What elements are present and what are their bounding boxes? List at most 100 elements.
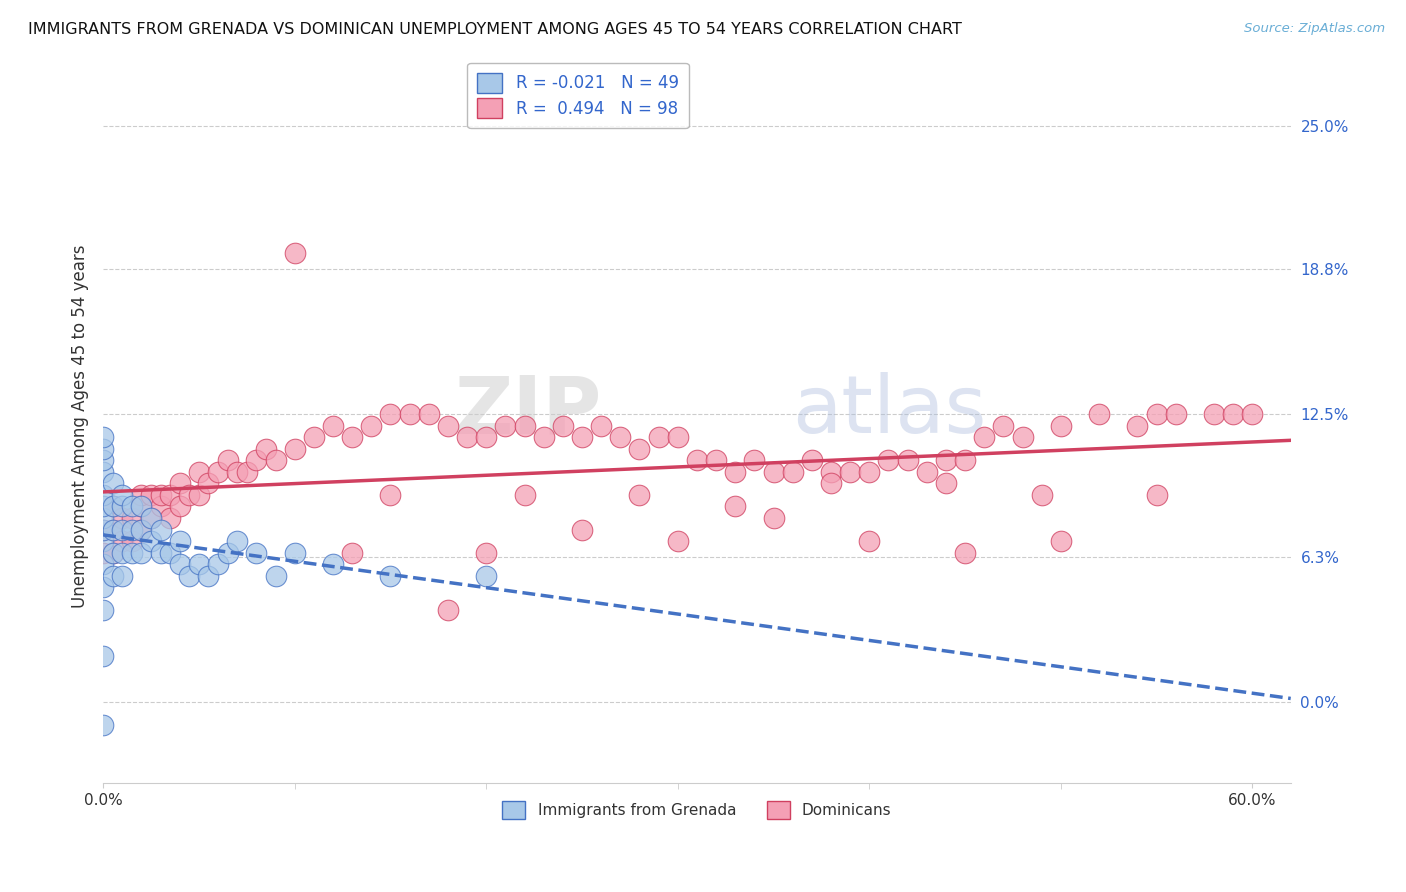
Point — [591, 418, 613, 433]
Point — [897, 453, 920, 467]
Point — [533, 430, 555, 444]
Point — [169, 500, 191, 514]
Point — [169, 534, 191, 549]
Point — [111, 568, 134, 582]
Point — [207, 465, 229, 479]
Point — [475, 545, 498, 559]
Point — [475, 430, 498, 444]
Point — [179, 568, 201, 582]
Point — [217, 453, 239, 467]
Point — [149, 545, 172, 559]
Point — [820, 476, 842, 491]
Point — [91, 545, 114, 559]
Point — [551, 418, 574, 433]
Point — [91, 718, 114, 732]
Point — [91, 453, 114, 467]
Point — [782, 465, 804, 479]
Point — [628, 488, 651, 502]
Point — [101, 500, 124, 514]
Point — [284, 246, 307, 260]
Point — [302, 430, 325, 444]
Y-axis label: Unemployment Among Ages 45 to 54 years: Unemployment Among Ages 45 to 54 years — [72, 244, 89, 607]
Point — [437, 603, 460, 617]
Point — [131, 500, 153, 514]
Point — [513, 418, 536, 433]
Point — [1146, 407, 1168, 421]
Point — [609, 430, 631, 444]
Point — [858, 534, 880, 549]
Point — [91, 511, 114, 525]
Point — [1088, 407, 1111, 421]
Point — [91, 557, 114, 571]
Point — [322, 418, 344, 433]
Point — [724, 465, 747, 479]
Point — [179, 488, 201, 502]
Point — [187, 465, 209, 479]
Point — [704, 453, 727, 467]
Point — [159, 511, 181, 525]
Point — [131, 500, 153, 514]
Point — [993, 418, 1015, 433]
Point — [101, 500, 124, 514]
Point — [340, 430, 363, 444]
Point — [762, 465, 785, 479]
Point — [101, 523, 124, 537]
Point — [953, 545, 976, 559]
Point — [91, 534, 114, 549]
Point — [207, 557, 229, 571]
Point — [91, 603, 114, 617]
Point — [245, 545, 267, 559]
Point — [101, 545, 124, 559]
Point — [877, 453, 900, 467]
Point — [121, 534, 143, 549]
Point — [322, 557, 344, 571]
Point — [953, 453, 976, 467]
Point — [91, 488, 114, 502]
Point — [380, 488, 402, 502]
Point — [1222, 407, 1244, 421]
Point — [666, 534, 689, 549]
Point — [513, 488, 536, 502]
Point — [1031, 488, 1053, 502]
Point — [1164, 407, 1187, 421]
Point — [91, 523, 114, 537]
Point — [131, 523, 153, 537]
Point — [139, 534, 162, 549]
Point — [217, 545, 239, 559]
Point — [101, 476, 124, 491]
Point — [494, 418, 516, 433]
Point — [111, 488, 134, 502]
Point — [139, 488, 162, 502]
Legend: Immigrants from Grenada, Dominicans: Immigrants from Grenada, Dominicans — [496, 795, 897, 825]
Point — [197, 568, 219, 582]
Point — [456, 430, 478, 444]
Point — [437, 418, 460, 433]
Point — [686, 453, 709, 467]
Point — [360, 418, 382, 433]
Point — [226, 534, 249, 549]
Point — [1126, 418, 1149, 433]
Point — [284, 545, 307, 559]
Point — [121, 511, 143, 525]
Point — [139, 511, 162, 525]
Point — [111, 511, 134, 525]
Text: Source: ZipAtlas.com: Source: ZipAtlas.com — [1244, 22, 1385, 36]
Point — [131, 523, 153, 537]
Point — [1050, 534, 1073, 549]
Point — [475, 568, 498, 582]
Point — [121, 500, 143, 514]
Point — [398, 407, 420, 421]
Point — [628, 442, 651, 456]
Point — [935, 476, 957, 491]
Point — [91, 580, 114, 594]
Point — [245, 453, 267, 467]
Point — [111, 534, 134, 549]
Point — [571, 523, 593, 537]
Point — [197, 476, 219, 491]
Point — [800, 453, 823, 467]
Point — [111, 545, 134, 559]
Point — [1011, 430, 1033, 444]
Point — [111, 523, 134, 537]
Point — [149, 488, 172, 502]
Point — [571, 430, 593, 444]
